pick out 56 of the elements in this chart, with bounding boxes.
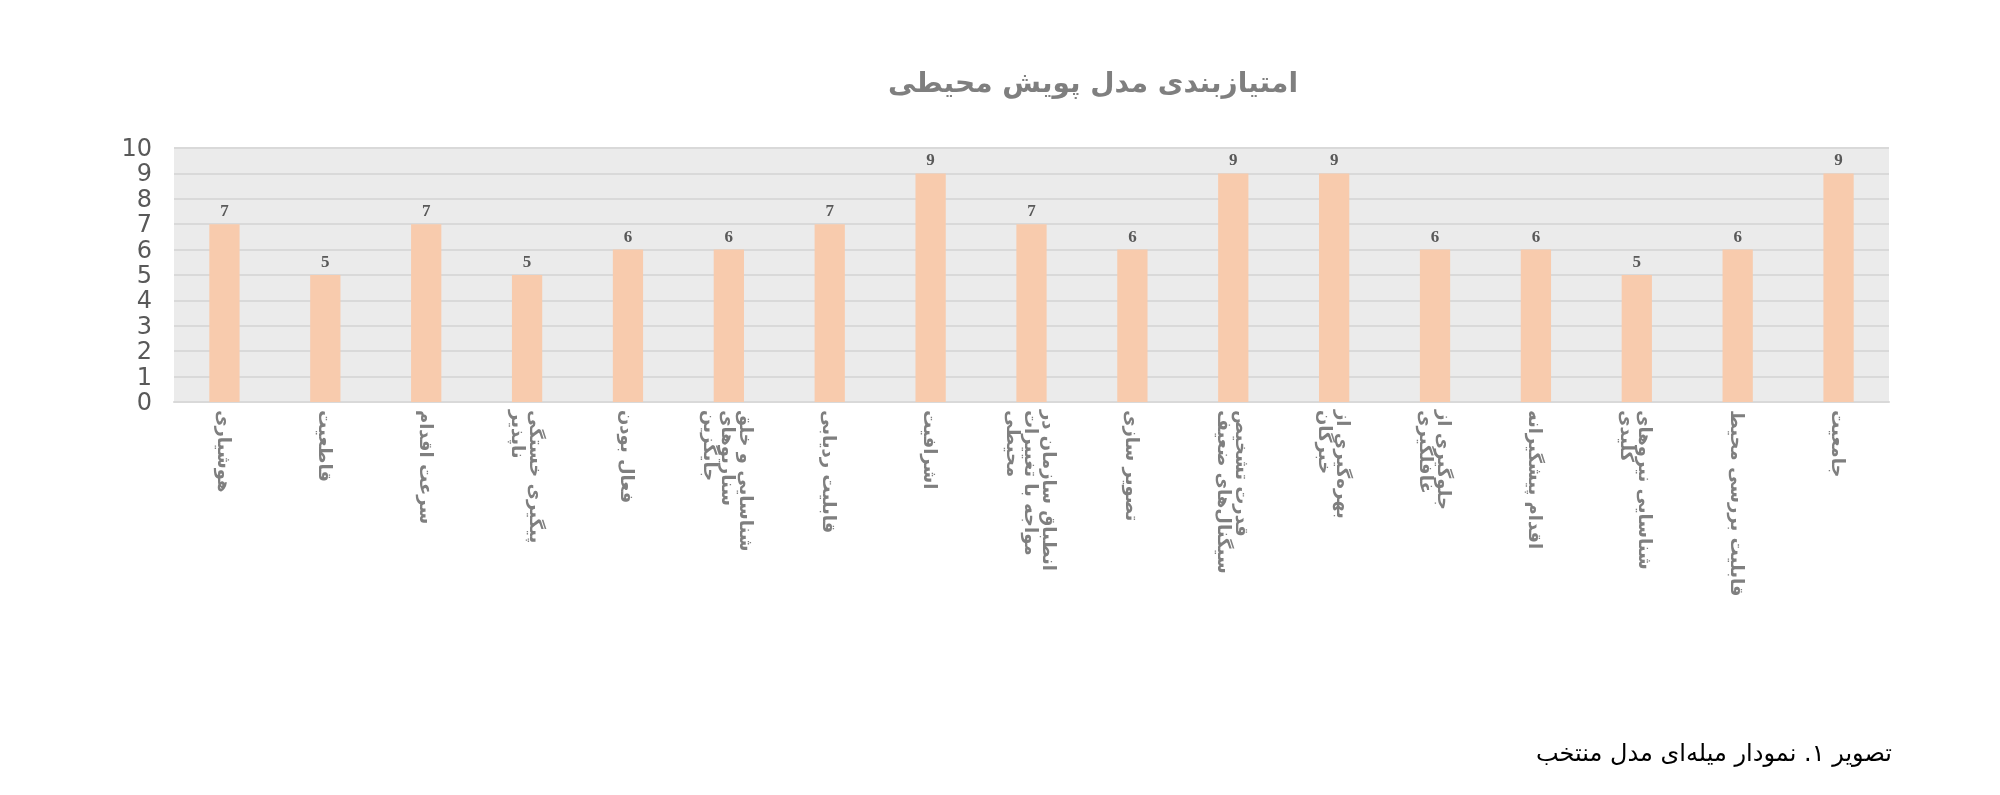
- data-label: 9: [1329, 150, 1339, 170]
- data-label: 6: [1531, 226, 1541, 246]
- bar: [1722, 249, 1753, 402]
- data-label: 9: [1229, 150, 1238, 170]
- x-tick-label: قابلیت ردیابی: [819, 410, 841, 534]
- x-tick-label: شناسایی نیروهای کلیدی: [1617, 410, 1657, 577]
- data-label: 7: [220, 201, 230, 221]
- bar: [814, 224, 845, 402]
- bar: [310, 275, 341, 402]
- bar: [1823, 173, 1854, 402]
- x-tick-label: تصویر سازی: [1120, 410, 1143, 522]
- bar: [915, 173, 946, 402]
- data-label: 7: [421, 201, 431, 221]
- x-tick-label: جامعیت: [1828, 410, 1850, 478]
- bar: [612, 249, 644, 402]
- data-label: 7: [1027, 201, 1037, 221]
- x-tick-label: قاطعیت: [314, 410, 336, 483]
- bar: [1520, 249, 1552, 402]
- x-tick-label: هوشیاری: [212, 410, 235, 493]
- bar: [1016, 224, 1047, 402]
- x-tick-label: قدرت تشخیص سیگنال‌های ضعیف: [1213, 410, 1253, 574]
- x-tick-label: فعال بودن: [616, 410, 639, 504]
- data-label: 6: [1128, 226, 1137, 246]
- x-tick-label: انطباق سازمان در مواجه با تغییرات محیطی: [1003, 409, 1060, 578]
- data-label: 5: [321, 252, 330, 271]
- x-tick-label: جلوگیری از غافلگیری: [1414, 409, 1455, 517]
- y-tick-label: 10: [121, 134, 152, 162]
- data-label: 6: [623, 226, 633, 246]
- bar: [1218, 173, 1249, 402]
- data-label: 5: [522, 252, 532, 271]
- bar: [1419, 249, 1451, 402]
- text: تصویر ۱. نمودار میله‌ای مدل منتخب: [1535, 739, 1893, 767]
- x-tick-label: اقدام پیشگیرانه: [1524, 410, 1547, 550]
- bar: [511, 275, 543, 402]
- y-tick-label: 0: [136, 388, 152, 416]
- chart-title: امتیازبندی مدل پویش محیطی: [888, 65, 1298, 99]
- x-tick-label: اشرافیت: [919, 410, 942, 490]
- y-tick-label: 5: [136, 261, 152, 289]
- data-label: 6: [724, 226, 734, 246]
- data-label: 9: [926, 150, 935, 170]
- x-tick-label: پیگیری خستگی ناپذیر: [506, 409, 547, 550]
- data-label: 9: [1834, 150, 1843, 170]
- x-tick-label: شناسایی و خلق سناریوهای جایگزین: [699, 410, 758, 558]
- x-tick-label: قابلیت بررسی محیط: [1726, 410, 1749, 597]
- x-tick-label: بهره‌گیری از خبرگان: [1313, 409, 1354, 526]
- bar: [209, 224, 240, 402]
- data-label: 6: [1733, 226, 1742, 246]
- data-label: 5: [1632, 252, 1642, 271]
- data-label: 6: [1430, 226, 1440, 246]
- bar: [1319, 173, 1350, 402]
- bar: [411, 224, 442, 402]
- bar: [713, 249, 744, 402]
- bar: [1117, 249, 1148, 402]
- x-tick-label: سرعت اقدام: [414, 410, 437, 525]
- bar: [1621, 275, 1652, 402]
- data-label: 7: [825, 201, 835, 221]
